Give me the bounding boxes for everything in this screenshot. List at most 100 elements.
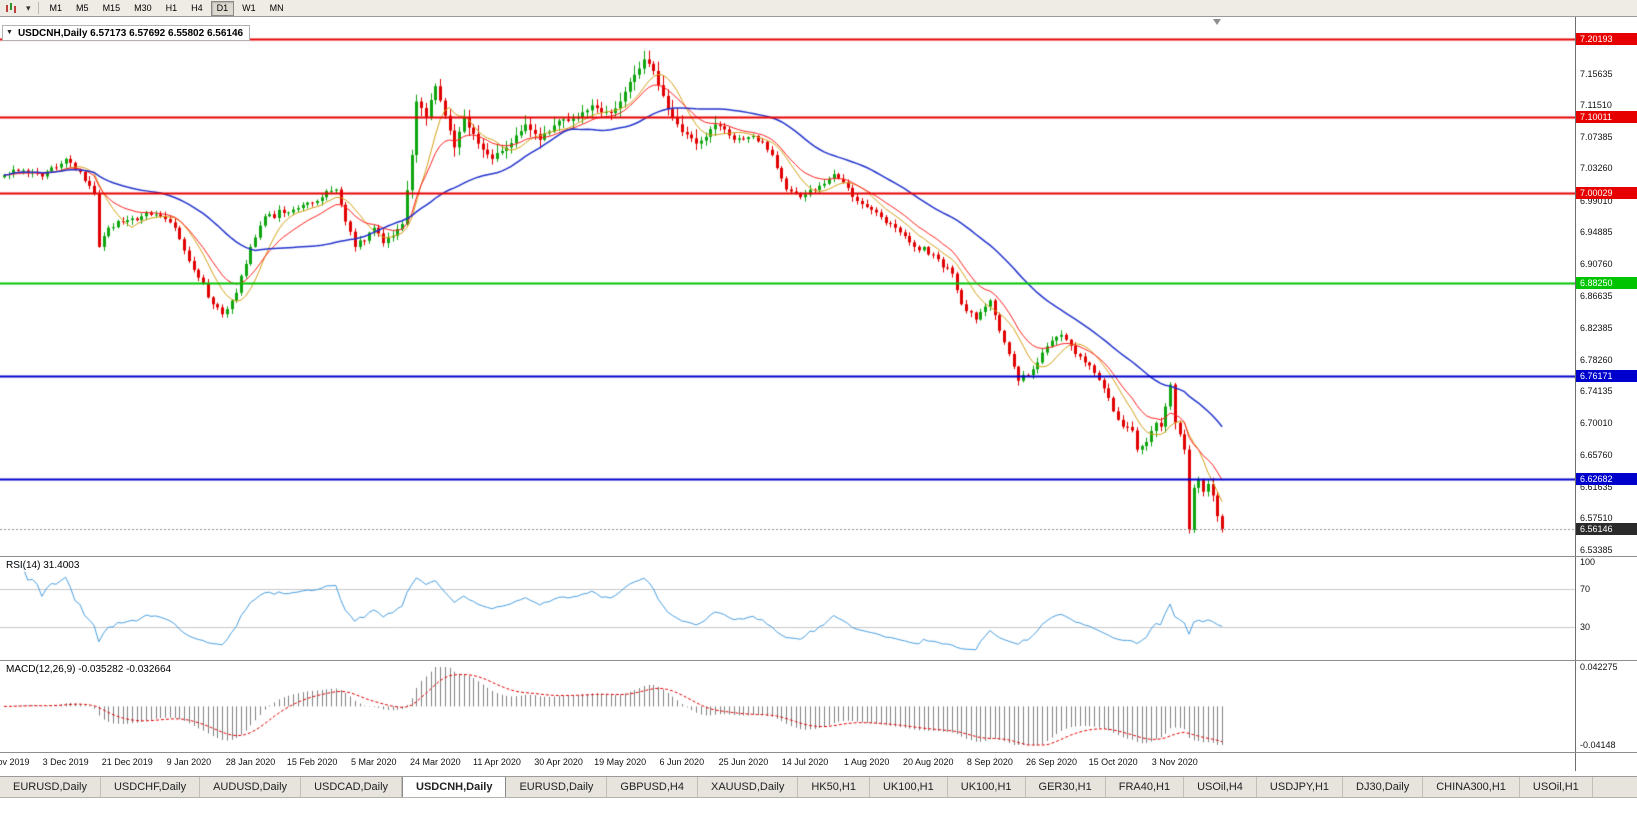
tab-usdjpy-h1[interactable]: USDJPY,H1 (1257, 777, 1344, 797)
level-price-badge: 7.20193 (1576, 32, 1637, 45)
tab-hk50-h1[interactable]: HK50,H1 (798, 777, 870, 797)
timeframe-buttons: M1 M5 M15 M30 H1 H4 D1 W1 MN (43, 0, 291, 17)
timeframe-button-m15[interactable]: M15 (97, 1, 127, 16)
macd-chart-canvas[interactable] (0, 661, 1575, 752)
date-axis-label: 11 Apr 2020 (473, 757, 521, 767)
tab-usdcnh-daily[interactable]: USDCNH,Daily (402, 777, 507, 797)
macd-panel: MACD(12,26,9) -0.035282 -0.032664 0.0422… (0, 661, 1637, 752)
chart-shift-marker-icon[interactable] (1213, 19, 1221, 25)
tab-uk100-h1[interactable]: UK100,H1 (870, 777, 948, 797)
level-price-badge: 6.88250 (1576, 277, 1637, 290)
price-axis-label: 6.99010 (1580, 195, 1613, 206)
price-axis-label: 6.70010 (1580, 417, 1613, 428)
toolbar-separator (37, 2, 39, 14)
current-price-badge: 6.56146 (1576, 522, 1637, 535)
tab-usoil-h1[interactable]: USOil,H1 (1520, 777, 1593, 797)
timeframe-button-h1[interactable]: H1 (160, 1, 184, 16)
chart-tabs: EURUSD,Daily USDCHF,Daily AUDUSD,Daily USDC… (0, 776, 1637, 798)
date-axis-label: 26 Sep 2020 (1026, 757, 1078, 767)
price-axis-label: 6.74135 (1580, 386, 1613, 397)
panel-separator (0, 752, 1637, 753)
date-axis-label: 30 Apr 2020 (534, 757, 583, 767)
panel-separator (0, 660, 1637, 661)
date-axis-label: 9 Jan 2020 (166, 757, 212, 767)
tab-usdchf-daily[interactable]: USDCHF,Daily (101, 777, 201, 797)
price-axis-label: 6.86635 (1580, 290, 1613, 301)
rsi-axis[interactable]: 100 70 30 (1575, 557, 1637, 660)
level-price-badge: 6.76171 (1576, 369, 1637, 382)
price-axis-label: 7.11510 (1580, 100, 1612, 111)
timeframe-button-m5[interactable]: M5 (70, 1, 95, 16)
candlestick-chart-icon (6, 2, 16, 13)
date-axis-label: 5 Mar 2020 (350, 757, 397, 767)
rsi-chart-canvas[interactable] (0, 557, 1575, 660)
chart-type-button[interactable] (2, 1, 21, 16)
chart-stack: ▼ USDCNH,Daily 6.57173 6.57692 6.55802 6… (0, 17, 1637, 771)
price-chart-canvas[interactable] (0, 17, 1575, 556)
panel-separator (0, 556, 1637, 557)
tab-xauusd-daily[interactable]: XAUUSD,Daily (698, 777, 799, 797)
collapse-arrow-icon[interactable]: ▼ (6, 29, 13, 36)
tab-eurusd-daily[interactable]: EURUSD,Daily (506, 777, 608, 797)
rsi-axis-label: 100 (1580, 557, 1596, 567)
tab-usdcad-daily[interactable]: USDCAD,Daily (301, 777, 403, 797)
date-axis[interactable]: 14 Nov 2019 3 Dec 2019 21 Dec 2019 9 Jan 20… (0, 753, 1637, 771)
rsi-axis-label: 70 (1580, 584, 1591, 595)
timeframe-button-w1[interactable]: W1 (236, 1, 262, 16)
date-axis-label: 25 Jun 2020 (718, 757, 769, 767)
level-price-badge: 7.10011 (1576, 110, 1637, 123)
timeframe-button-m1[interactable]: M1 (44, 1, 69, 16)
price-axis-label: 6.61635 (1580, 481, 1613, 492)
macd-label: MACD(12,26,9) -0.035282 -0.032664 (3, 663, 175, 676)
price-axis-label: 6.90760 (1580, 259, 1613, 270)
price-axis-label: 6.65760 (1580, 450, 1613, 461)
chart-type-dropdown-arrow[interactable]: ▾ (26, 2, 31, 13)
rsi-panel: RSI(14) 31.4003 100 70 30 (0, 557, 1637, 660)
price-axis-label: 7.15635 (1580, 68, 1613, 79)
date-axis-label: 14 Jul 2020 (781, 757, 829, 767)
price-axis[interactable]: 7.15635 7.11510 7.07385 7.03260 6.99010 6.948… (1575, 17, 1637, 556)
timeframe-button-m30[interactable]: M30 (128, 1, 158, 16)
price-axis-label: 6.57510 (1580, 513, 1613, 524)
date-axis-label: 20 Aug 2020 (903, 757, 954, 767)
price-axis-label: 7.03260 (1580, 163, 1613, 174)
date-axis-label: 24 Mar 2020 (410, 757, 461, 767)
level-price-badge: 6.62682 (1576, 472, 1637, 485)
price-axis-label: 6.78260 (1580, 354, 1613, 365)
date-axis-label: 8 Sep 2020 (966, 757, 1013, 767)
tab-eurusd-daily[interactable]: EURUSD,Daily (0, 777, 101, 797)
date-axis-label: 28 Jan 2020 (225, 757, 276, 767)
price-panel: ▼ USDCNH,Daily 6.57173 6.57692 6.55802 6… (0, 17, 1637, 556)
date-axis-label: 3 Dec 2019 (42, 757, 89, 767)
timeframe-button-d1[interactable]: D1 (210, 0, 235, 16)
date-axis-label: 21 Dec 2019 (101, 757, 153, 767)
level-price-badge: 7.00029 (1576, 187, 1637, 200)
macd-axis-label: -0.04148 (1580, 740, 1616, 750)
date-axis-label: 6 Jun 2020 (659, 757, 705, 767)
rsi-label: RSI(14) 31.4003 (3, 559, 83, 572)
date-axis-label: 3 Nov 2020 (1151, 757, 1198, 767)
rsi-axis-label: 30 (1580, 621, 1591, 632)
tab-usoil-h4[interactable]: USOil,H4 (1184, 777, 1257, 797)
timeframe-button-mn[interactable]: MN (264, 1, 290, 16)
macd-axis[interactable]: 0.042275 -0.04148 (1575, 661, 1637, 752)
timeframe-button-h4[interactable]: H4 (185, 1, 209, 16)
price-axis-label: 6.94885 (1580, 227, 1613, 238)
date-axis-corner (1575, 753, 1637, 771)
tab-china300-h1[interactable]: CHINA300,H1 (1423, 777, 1520, 797)
date-axis-label: 19 May 2020 (594, 757, 647, 767)
date-axis-label: 14 Nov 2019 (0, 757, 30, 767)
tab-fra40-h1[interactable]: FRA40,H1 (1106, 777, 1185, 797)
date-axis-label: 1 Aug 2020 (843, 757, 890, 767)
date-axis-label: 15 Feb 2020 (286, 757, 338, 767)
tab-gbpusd-h4[interactable]: GBPUSD,H4 (607, 777, 698, 797)
price-axis-label: 6.53385 (1580, 544, 1613, 555)
tab-dj30-daily[interactable]: DJ30,Daily (1343, 777, 1424, 797)
macd-axis-label: 0.042275 (1580, 662, 1618, 672)
timeframe-toolbar: ▾ M1 M5 M15 M30 H1 H4 D1 W1 MN (0, 0, 1637, 17)
date-axis-label: 15 Oct 2020 (1088, 757, 1138, 767)
tab-audusd-daily[interactable]: AUDUSD,Daily (200, 777, 302, 797)
tab-ger30-h1[interactable]: GER30,H1 (1026, 777, 1106, 797)
tab-uk100-h1[interactable]: UK100,H1 (948, 777, 1026, 797)
